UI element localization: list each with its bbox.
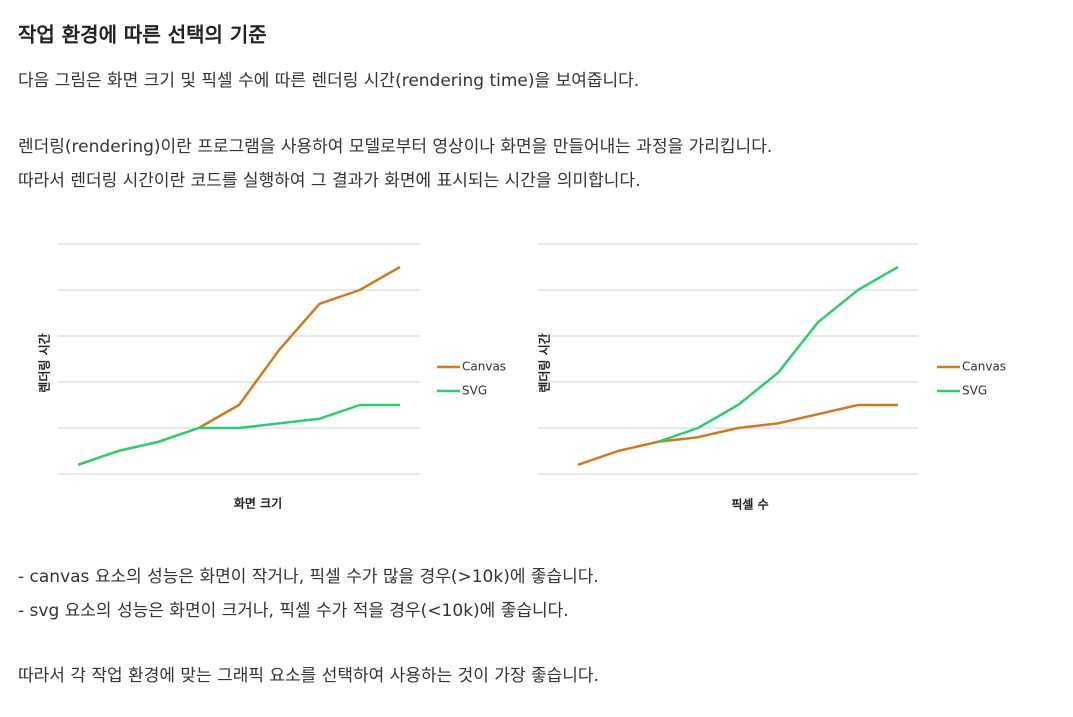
series-line [77,403,400,466]
series-line [657,265,899,443]
legend-label: SVG [962,384,987,398]
series-line [77,265,401,466]
paragraph: 다음 그림은 화면 크기 및 픽셀 수에 따른 렌더링 시간(rendering… [18,71,639,91]
x-axis-label: 화면 크기 [234,496,282,511]
paragraph: - svg 요소의 성능은 화면이 크거나, 픽셀 수가 적을 경우(<10k)… [18,601,569,621]
x-axis-label: 픽셀 수 [731,497,768,512]
paragraph: - canvas 요소의 성능은 화면이 작거나, 픽셀 수가 많을 경우(>1… [18,567,599,587]
legend-label: Canvas [962,360,1006,374]
title: 작업 환경에 따른 선택의 기준 [18,23,267,47]
paragraph: 따라서 각 작업 환경에 맞는 그래픽 요소를 선택하여 사용하는 것이 가장 … [18,666,599,686]
legend-label: Canvas [462,360,506,374]
y-axis-label: 렌더링 시간 [37,333,52,392]
series-line [577,403,898,466]
legend-label: SVG [462,384,487,398]
y-axis-label: 렌더링 시간 [537,333,552,392]
paragraph: 렌더링(rendering)이란 프로그램을 사용하여 모델로부터 영상이나 화… [18,137,772,157]
paragraph: 따라서 렌더링 시간이란 코드를 실행하여 그 결과가 화면에 표시되는 시간을… [18,171,640,191]
